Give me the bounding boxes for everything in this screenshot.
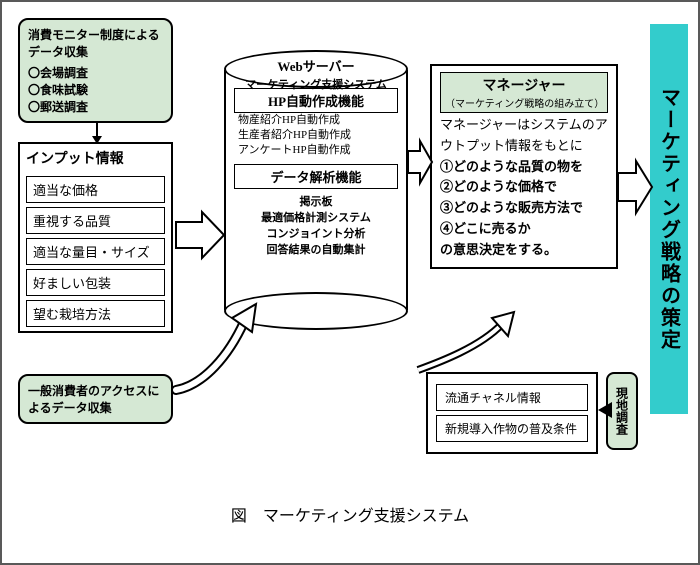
manager-box: マネージャー （マーケティング戦略の組み立て） マネージャーはシステムのアウトプ…: [430, 64, 618, 269]
monitor-title: 消費モニター制度によるデータ収集: [28, 26, 163, 60]
manager-tail: の意思決定をする。: [440, 240, 608, 261]
connector-monitor-to-input-icon: [92, 122, 102, 146]
manager-title: マネージャー: [445, 75, 603, 95]
input-panel: インプット情報 適当な価格 重視する品質 適当な量目・サイズ 好ましい包装 望む…: [18, 142, 173, 333]
manager-subtitle: （マーケティング戦略の組み立て）: [445, 95, 603, 110]
manager-header: マネージャー （マーケティング戦略の組み立て）: [440, 72, 608, 113]
input-item: 望む栽培方法: [26, 300, 165, 327]
input-item: 好ましい包装: [26, 269, 165, 296]
manager-lead: マネージャーはシステムのアウトプット情報をもとに: [440, 115, 608, 157]
monitor-item: 〇食味試験: [28, 81, 163, 98]
arrow-input-to-server-icon: [176, 210, 226, 260]
arrow-tag-to-channel-icon: [598, 402, 612, 418]
monitor-box: 消費モニター制度によるデータ収集 〇会場調査 〇食味試験 〇郵送調査: [18, 18, 173, 123]
cyl-sec2-line: 掲示板: [234, 193, 398, 209]
manager-body: マネージャーはシステムのアウトプット情報をもとに ①どのような品質の物を ②どの…: [440, 115, 608, 261]
diagram-canvas: 消費モニター制度によるデータ収集 〇会場調査 〇食味試験 〇郵送調査 インプット…: [0, 0, 700, 565]
arrow-channel-to-manager-icon: [410, 312, 520, 382]
cyl-sec2-line: 最適価格計測システム: [234, 209, 398, 225]
input-item: 適当な量目・サイズ: [26, 238, 165, 265]
channel-panel: 流通チャネル情報 新規導入作物の普及条件: [426, 372, 598, 454]
cyl-sec2-line: 回答結果の自動集計: [234, 241, 398, 257]
right-strip: マーケティング戦略の策定: [650, 24, 688, 414]
cylinder-top: Webサーバー マーケティング支援システム: [224, 50, 408, 88]
right-strip-text: マーケティング戦略の策定: [655, 87, 684, 351]
cyl-sec1-line: 物産紹介HP自動作成: [234, 113, 398, 128]
cyl-subtitle: マーケティング支援システム: [226, 76, 406, 92]
manager-point: ③どのような販売方法で: [440, 198, 608, 219]
input-item: 重視する品質: [26, 207, 165, 234]
monitor-item: 〇会場調査: [28, 64, 163, 81]
input-item: 適当な価格: [26, 176, 165, 203]
consumer-box: 一般消費者のアクセスによるデータ収集: [18, 374, 173, 424]
monitor-item: 〇郵送調査: [28, 98, 163, 115]
manager-point: ④どこに売るか: [440, 219, 608, 240]
cyl-sec1-line: 生産者紹介HP自動作成: [234, 128, 398, 143]
arrow-consumer-to-server-icon: [174, 300, 284, 400]
cyl-sec1-line: アンケートHP自動作成: [234, 143, 398, 158]
cylinder-body: HP自動作成機能 物産紹介HP自動作成 生産者紹介HP自動作成 アンケートHP自…: [224, 70, 408, 310]
arrow-manager-to-strategy-icon: [618, 157, 654, 217]
figure-caption: 図 マーケティング支援システム: [2, 502, 698, 526]
channel-item: 新規導入作物の普及条件: [436, 415, 588, 442]
manager-point: ②どのような価格で: [440, 177, 608, 198]
input-panel-title: インプット情報: [20, 144, 171, 172]
channel-item: 流通チャネル情報: [436, 384, 588, 411]
cyl-sec2-title: データ解析機能: [234, 164, 398, 189]
consumer-text: 一般消費者のアクセスによるデータ収集: [28, 382, 163, 416]
cyl-title: Webサーバー: [226, 56, 406, 75]
field-survey-text: 現地調査: [614, 387, 631, 435]
arrow-server-to-manager-icon: [408, 137, 434, 187]
cyl-sec2-line: コンジョイント分析: [234, 225, 398, 241]
manager-point: ①どのような品質の物を: [440, 157, 608, 178]
